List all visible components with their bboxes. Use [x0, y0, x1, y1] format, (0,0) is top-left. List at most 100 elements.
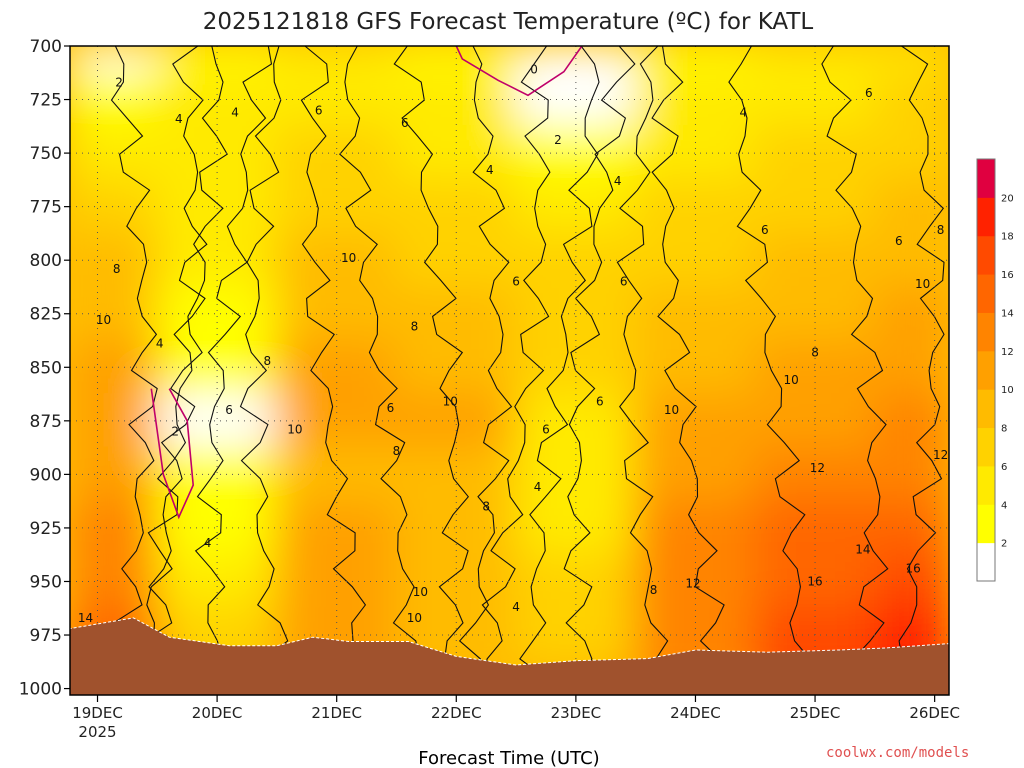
contour-line — [616, 46, 676, 695]
colorbar-swatch — [977, 350, 995, 390]
x-tick-label: 20DEC — [192, 704, 243, 722]
contour-label: 12 — [933, 448, 948, 462]
temperature-cell — [754, 178, 876, 235]
temperature-cell — [515, 232, 637, 288]
y-tick-label: 950 — [30, 572, 62, 592]
y-tick-label: 925 — [30, 519, 62, 539]
contour-label: 6 — [315, 103, 323, 117]
temperature-cell — [275, 285, 398, 342]
temperature-cell — [634, 500, 757, 556]
temperature-cell — [275, 339, 398, 396]
temperature-cell — [754, 285, 876, 342]
temperature-cell — [754, 393, 876, 449]
temperature-cell — [70, 232, 159, 288]
temperature-cell — [754, 232, 876, 288]
x-tick-label: 26DEC — [909, 704, 960, 722]
temperature-cell — [515, 46, 637, 74]
contour-label: 10 — [96, 313, 111, 327]
temperature-cell — [515, 393, 637, 449]
temperature-cell — [873, 232, 949, 288]
temperature-cell — [275, 446, 398, 503]
y-tick-label: 900 — [30, 465, 62, 485]
colorbar-frame — [976, 158, 996, 582]
contour-line — [194, 46, 273, 695]
y-tick-label: 700 — [30, 37, 62, 57]
x-tick-label: 23DEC — [551, 704, 602, 722]
temperature-cell — [873, 46, 949, 74]
temperature-cell — [754, 125, 876, 181]
contour-label: 6 — [620, 275, 628, 289]
contour-line — [450, 46, 513, 695]
y-tick-label: 775 — [30, 198, 62, 218]
colorbar-tick-label: 20 — [1001, 193, 1014, 204]
contour-line — [339, 46, 421, 695]
temperature-cell — [873, 71, 949, 128]
temperature-cell — [70, 553, 159, 610]
temperature-cell — [275, 178, 398, 235]
temperature-cell — [70, 125, 159, 181]
contour-label: 8 — [411, 320, 419, 334]
contour-label: 8 — [650, 583, 658, 597]
credit-link[interactable]: coolwx.com/models — [826, 745, 969, 761]
contour-label: 16 — [807, 574, 822, 588]
contour-label: 6 — [596, 395, 604, 409]
contour-label: 6 — [895, 234, 903, 248]
contour-label: 4 — [512, 600, 520, 614]
temperature-cell — [634, 285, 757, 342]
contour-label: 2 — [171, 425, 179, 439]
temperature-cell — [275, 393, 398, 449]
contour-line — [481, 46, 551, 695]
contour-line-zero — [150, 388, 195, 520]
contour-label: 6 — [865, 86, 873, 100]
temperature-cell — [70, 71, 159, 128]
contour-label: 10 — [783, 373, 798, 387]
temperature-cell — [156, 178, 278, 235]
temperature-cell — [515, 607, 637, 663]
contour-label: 10 — [413, 585, 428, 599]
contour-line — [821, 46, 889, 695]
contour-label: 4 — [175, 112, 183, 126]
temperature-cell — [70, 46, 159, 74]
contour-label: 6 — [387, 401, 395, 415]
y-tick-label: 800 — [30, 251, 62, 271]
contour-label: 8 — [482, 500, 490, 514]
y-tick-label: 825 — [30, 305, 62, 325]
contour-label: 14 — [78, 611, 93, 625]
contour-line — [893, 46, 945, 695]
contour-labels: 0 2 2 2 4 4 4 4 4 4 4 4 4 6 6 6 6 6 6 6 6 6 6 6 8 8 8 8 8 8 8 8 10 10 10 10… — [78, 63, 948, 625]
chart-title: 2025121818 GFS Forecast Temperature (ºC)… — [203, 9, 814, 35]
contour-label: 16 — [905, 562, 920, 576]
colorbar-swatch — [977, 427, 995, 467]
colorbar-tick-label: 8 — [1001, 424, 1007, 435]
contour-label: 4 — [204, 536, 212, 550]
temperature-cell — [156, 285, 278, 342]
colorbar-tick-label: 6 — [1001, 462, 1007, 473]
contour-label: 10 — [443, 395, 458, 409]
contour-label: 4 — [614, 174, 622, 188]
colorbar-swatch — [977, 389, 995, 429]
colorbar: 2 4 6 8 10 12 14 16 18 20 — [976, 158, 1014, 582]
temperature-cell — [395, 232, 518, 288]
y-tick-label: 1000 — [19, 680, 62, 700]
temperature-cell — [156, 46, 278, 74]
contour-label: 10 — [915, 277, 930, 291]
contour-line — [300, 46, 369, 695]
temperature-cell — [70, 446, 159, 503]
contour-label: 8 — [811, 345, 819, 359]
contour-label: 6 — [542, 422, 550, 436]
contour-label: 10 — [664, 403, 679, 417]
x-tick-label: 22DEC — [431, 704, 482, 722]
contour-label: 6 — [512, 275, 520, 289]
temperature-cell — [754, 500, 876, 556]
contour-label: 12 — [810, 461, 825, 475]
contour-line — [728, 46, 811, 695]
temperature-cell — [70, 178, 159, 235]
temperature-cell — [634, 393, 757, 449]
temperature-cell — [515, 285, 637, 342]
ground-terrain — [70, 617, 949, 695]
temperature-cell — [873, 393, 949, 449]
grid-lines — [70, 46, 949, 695]
temperature-cell — [156, 339, 278, 396]
y-axis: 700 725 750 775 800 825 850 875 900 925 950 975 1000 — [19, 37, 70, 700]
